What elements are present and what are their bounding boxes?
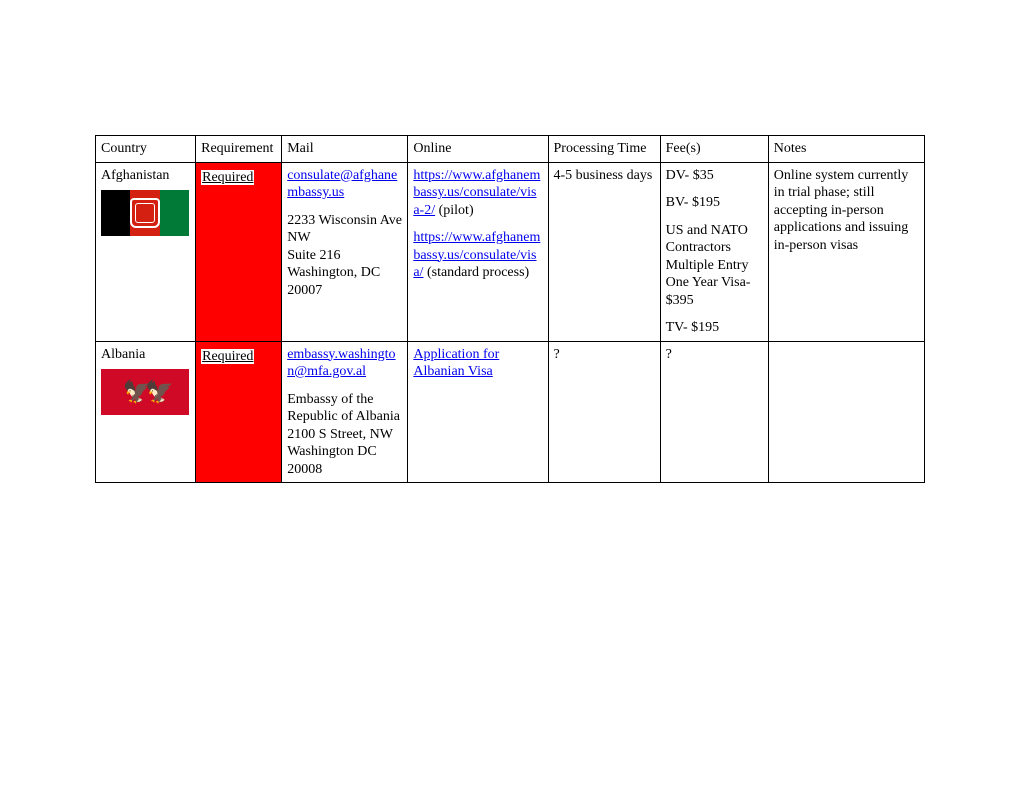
online-link-suffix: (pilot)	[439, 203, 474, 218]
flag-afghanistan-icon	[101, 190, 189, 236]
cell-processing-time: ?	[548, 341, 660, 483]
address-line: Washington, DC 20007	[287, 264, 402, 299]
cell-mail: consulate@afghanembassy.us 2233 Wisconsi…	[282, 162, 408, 341]
table-row: Albania 🦅🦅 Required embassy.washington@m…	[96, 341, 925, 483]
cell-fees: DV- $35 BV- $195 US and NATO Contractors…	[660, 162, 768, 341]
cell-notes: Online system currently in trial phase; …	[768, 162, 924, 341]
cell-processing-time: 4-5 business days	[548, 162, 660, 341]
table-header-row: Country Requirement Mail Online Processi…	[96, 136, 925, 163]
address-line: Embassy of the Republic of Albania	[287, 391, 402, 426]
col-mail: Mail	[282, 136, 408, 163]
table-row: Afghanistan Required consulate@afghanemb…	[96, 162, 925, 341]
cell-online: https://www.afghanembassy.us/consulate/v…	[408, 162, 548, 341]
mail-email-link[interactable]: consulate@afghanembassy.us	[287, 168, 397, 201]
col-notes: Notes	[768, 136, 924, 163]
cell-country: Albania 🦅🦅	[96, 341, 196, 483]
cell-requirement: Required	[196, 162, 282, 341]
address-line: Washington DC 20008	[287, 443, 402, 478]
cell-requirement: Required	[196, 341, 282, 483]
requirement-badge: Required	[199, 346, 256, 368]
cell-fees: ?	[660, 341, 768, 483]
requirement-badge: Required	[199, 167, 256, 189]
address-line: 2233 Wisconsin Ave NW	[287, 212, 402, 247]
col-requirement: Requirement	[196, 136, 282, 163]
online-link[interactable]: Application for Albanian Visa	[413, 347, 499, 380]
country-name: Afghanistan	[101, 167, 190, 185]
cell-country: Afghanistan	[96, 162, 196, 341]
cell-mail: embassy.washington@mfa.gov.al Embassy of…	[282, 341, 408, 483]
col-online: Online	[408, 136, 548, 163]
fee-line: DV- $35	[666, 167, 763, 185]
col-processing-time: Processing Time	[548, 136, 660, 163]
col-fees: Fee(s)	[660, 136, 768, 163]
visa-table: Country Requirement Mail Online Processi…	[95, 135, 925, 483]
address-line: 2100 S Street, NW	[287, 426, 402, 444]
document-page: Country Requirement Mail Online Processi…	[0, 0, 1020, 483]
fee-line: US and NATO Contractors Multiple Entry O…	[666, 222, 763, 310]
online-link-suffix: (standard process)	[427, 265, 529, 280]
flag-albania-icon: 🦅🦅	[101, 369, 189, 415]
address-line: Suite 216	[287, 247, 402, 265]
fee-line: ?	[666, 346, 763, 364]
online-link[interactable]: https://www.afghanembassy.us/consulate/v…	[413, 168, 540, 218]
fee-line: TV- $195	[666, 319, 763, 337]
cell-online: Application for Albanian Visa	[408, 341, 548, 483]
col-country: Country	[96, 136, 196, 163]
country-name: Albania	[101, 346, 190, 364]
mail-email-link[interactable]: embassy.washington@mfa.gov.al	[287, 347, 395, 380]
fee-line: BV- $195	[666, 194, 763, 212]
cell-notes	[768, 341, 924, 483]
